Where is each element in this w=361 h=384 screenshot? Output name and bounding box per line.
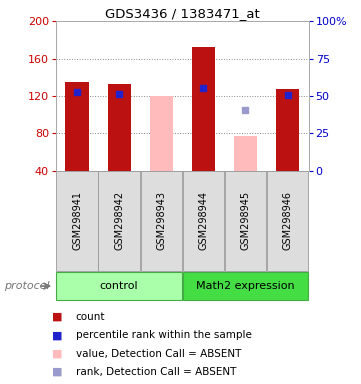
Bar	[140, 171, 182, 271]
Title: GDS3436 / 1383471_at: GDS3436 / 1383471_at	[105, 7, 260, 20]
Text: GSM298943: GSM298943	[156, 191, 166, 250]
Bar	[108, 84, 131, 171]
Bar	[192, 47, 215, 171]
Bar	[234, 136, 257, 171]
Text: protocol: protocol	[4, 281, 49, 291]
Text: GSM298941: GSM298941	[72, 191, 82, 250]
Bar	[56, 272, 182, 300]
Bar	[225, 171, 266, 271]
Text: GSM298946: GSM298946	[283, 191, 293, 250]
Text: count: count	[76, 312, 105, 322]
Text: value, Detection Call = ABSENT: value, Detection Call = ABSENT	[76, 349, 241, 359]
Bar	[99, 171, 140, 271]
Bar	[267, 171, 308, 271]
Text: ■: ■	[52, 367, 63, 377]
Text: GSM298945: GSM298945	[240, 191, 251, 250]
Bar	[183, 272, 308, 300]
Bar	[65, 82, 88, 171]
Text: rank, Detection Call = ABSENT: rank, Detection Call = ABSENT	[76, 367, 236, 377]
Text: ■: ■	[52, 312, 63, 322]
Bar	[276, 89, 299, 171]
Text: percentile rank within the sample: percentile rank within the sample	[76, 330, 252, 340]
Text: control: control	[100, 281, 138, 291]
Text: GSM298944: GSM298944	[198, 191, 208, 250]
Text: ■: ■	[52, 349, 63, 359]
Bar	[56, 171, 97, 271]
Text: Math2 expression: Math2 expression	[196, 281, 295, 291]
Bar	[150, 96, 173, 171]
Bar	[183, 171, 224, 271]
Text: GSM298942: GSM298942	[114, 191, 124, 250]
Text: ■: ■	[52, 330, 63, 340]
